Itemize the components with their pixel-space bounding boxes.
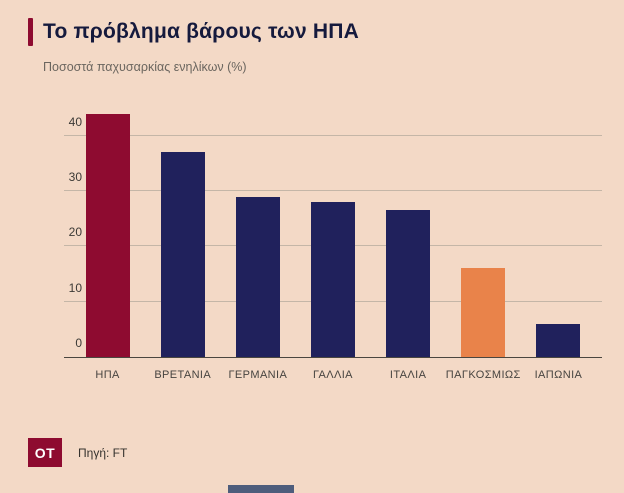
x-axis-labels: ΗΠΑ ΒΡΕΤΑΝΙΑ ΓΕΡΜΑΝΙΑ ΓΑΛΛΙΑ ΙΤΑΛΙΑ ΠΑΓΚΟΣΜΙΩ… bbox=[64, 358, 602, 381]
title-accent-bar bbox=[28, 18, 33, 46]
bar-ΓΕΡΜΑΝΙΑ[interactable] bbox=[235, 196, 280, 357]
bar-ΓΑΛΛΙΑ[interactable] bbox=[310, 202, 355, 357]
gridline-40 bbox=[64, 134, 602, 136]
x-label-ΓΑΛΛΙΑ: ΓΑΛΛΙΑ bbox=[313, 369, 353, 381]
y-tick-30: 30 bbox=[68, 170, 82, 184]
chart-header: Το πρόβλημα βάρους των ΗΠΑ Ποσοστά παχυσ… bbox=[0, 0, 624, 74]
bars-container bbox=[64, 108, 602, 357]
y-tick-20: 20 bbox=[68, 225, 82, 240]
ot-logo: OT bbox=[28, 438, 62, 467]
chart-title: Το πρόβλημα βάρους των ΗΠΑ bbox=[43, 20, 360, 43]
bar-ΠΑΓΚΟΣΜΙΩΣ[interactable] bbox=[461, 268, 506, 357]
footer: OT Πηγή: FT bbox=[28, 438, 127, 467]
chart-subtitle: Ποσοστά παχυσαρκίας ενηλίκων (%) bbox=[43, 60, 247, 74]
y-tick-40: 40 bbox=[68, 114, 82, 129]
plot-area: 0 10 20 30 40 bbox=[64, 108, 602, 358]
x-label-ΙΤΑΛΙΑ: ΙΤΑΛΙΑ bbox=[389, 369, 427, 381]
bar-ΒΡΕΤΑΝΙΑ[interactable] bbox=[160, 152, 205, 357]
x-label-ΓΕΡΜΑΝΙΑ: ΓΕΡΜΑΝΙΑ bbox=[228, 369, 288, 381]
x-label-ΗΠΑ: ΗΠΑ bbox=[95, 369, 120, 381]
source-label: Πηγή: FT bbox=[78, 445, 128, 460]
horizontal-scrollbar-thumb[interactable] bbox=[228, 485, 294, 493]
x-label-ΒΡΕΤΑΝΙΑ: ΒΡΕΤΑΝΙΑ bbox=[154, 369, 212, 381]
x-label-ΙΑΠΩΝΙΑ: ΙΑΠΩΝΙΑ bbox=[534, 369, 583, 381]
y-tick-10: 10 bbox=[68, 280, 82, 295]
gridline-30 bbox=[64, 190, 602, 191]
bar-ΗΠΑ[interactable] bbox=[85, 113, 130, 357]
x-label-ΠΑΓΚΟΣΜΙΩΣ: ΠΑΓΚΟΣΜΙΩΣ bbox=[445, 369, 521, 381]
bar-chart: 0 10 20 30 40 ΗΠΑ ΒΡΕΤΑΝΙΑ ΓΕΡΜΑΝΙΑ ΓΑΛΛΙΑ ΙΤΑΛΙ… bbox=[28, 108, 602, 381]
bar-ΙΤΑΛΙΑ[interactable] bbox=[386, 210, 431, 357]
bar-ΙΑΠΩΝΙΑ[interactable] bbox=[536, 323, 581, 357]
y-tick-0: 0 bbox=[75, 336, 82, 350]
